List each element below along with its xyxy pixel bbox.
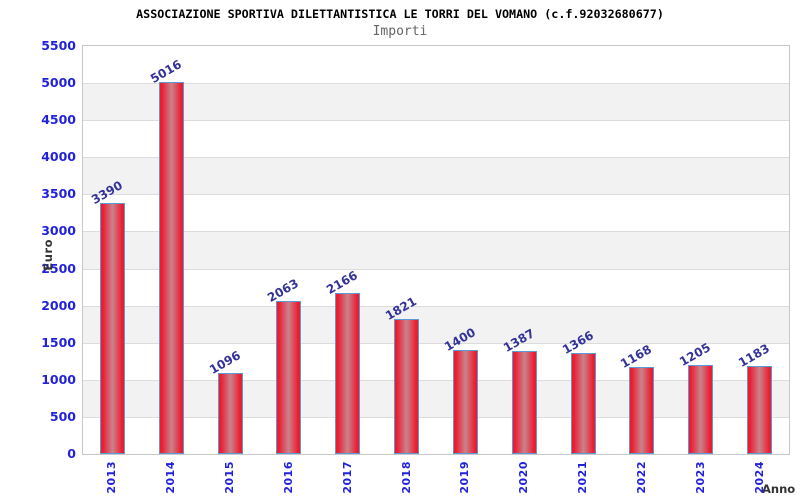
bar-2013 [99,202,125,454]
y-axis-label: Euro [41,239,55,271]
x-tick-label-2024: 2024 [752,461,766,494]
bar-2015 [217,372,243,454]
plot-band [83,268,789,306]
x-tick-label-2013: 2013 [105,461,119,494]
gridline [83,379,789,381]
bar-2020 [511,351,537,454]
x-tick-label-2021: 2021 [576,461,590,494]
bar-2021 [570,352,596,454]
gridline [83,268,789,270]
gridline [83,416,789,418]
x-tick-label-2016: 2016 [281,461,295,494]
x-tick-label-2017: 2017 [340,461,354,494]
x-tick-label-2022: 2022 [634,461,648,494]
y-tick-label: 5500 [41,38,76,53]
y-tick-label: 1500 [41,334,76,350]
x-tick-label-2018: 2018 [399,461,413,494]
plot-band [83,46,789,84]
gridline [83,305,789,307]
bar-2014 [158,81,184,454]
gridline [83,83,789,85]
x-tick-label-2020: 2020 [517,461,531,494]
y-tick-label: 4500 [41,112,76,128]
y-tick-label: 500 [49,408,76,424]
plot-band [83,305,789,343]
plot-band [83,342,789,380]
chart-title: ASSOCIAZIONE SPORTIVA DILETTANTISTICA LE… [136,7,664,21]
plot-band [83,120,789,158]
gridline [83,231,789,233]
y-tick-label: 0 [67,446,76,461]
plot-band [83,83,789,121]
plot-band [83,231,789,269]
bar-2024 [747,366,773,454]
bar-2022 [629,367,655,454]
plot-band [83,379,789,417]
plot-area: 3390 5016 1096 2063 2166 1821 1400 1387 1366 1168… [82,45,790,455]
y-tick-label: 5000 [41,75,76,91]
y-tick-label: 3000 [41,223,76,239]
plot-band [83,194,789,232]
x-tick-label-2023: 2023 [693,461,707,494]
x-tick-label-2015: 2015 [223,461,237,494]
y-tick-label: 4000 [41,149,76,165]
x-axis-label: Anno [762,482,796,496]
bar-2016 [276,300,302,454]
bar-2023 [688,364,714,454]
gridline [83,157,789,159]
y-tick-label: 1000 [41,371,76,387]
y-tick-label: 2000 [41,297,76,313]
x-tick-label-2019: 2019 [458,461,472,494]
y-tick-label: 2500 [41,260,76,276]
plot-band [83,157,789,195]
plot-band [83,416,789,454]
bar-2018 [394,318,420,454]
gridline [83,194,789,196]
y-tick-label: 3500 [41,186,76,202]
gridline [83,120,789,122]
gridline [83,342,789,344]
chart-subtitle: Importi [372,24,428,39]
bar-2017 [335,293,361,454]
bar-2019 [452,350,478,454]
x-tick-label-2014: 2014 [164,461,178,494]
